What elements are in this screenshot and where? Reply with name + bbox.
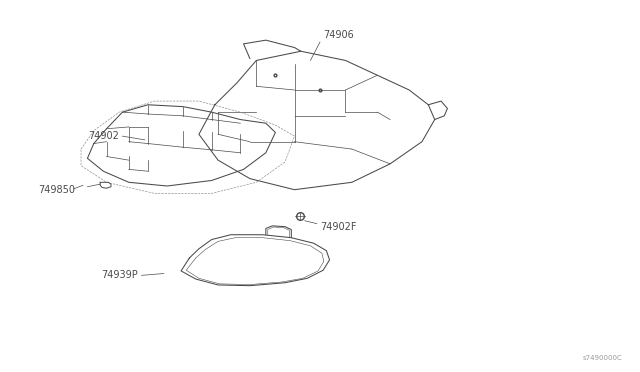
Text: 74902: 74902 — [88, 131, 119, 141]
Text: 74939P: 74939P — [102, 270, 138, 280]
Text: 74906: 74906 — [323, 30, 354, 40]
Text: 749850: 749850 — [38, 185, 76, 195]
Text: s7490000C: s7490000C — [583, 355, 623, 361]
Text: 74902F: 74902F — [320, 222, 356, 232]
